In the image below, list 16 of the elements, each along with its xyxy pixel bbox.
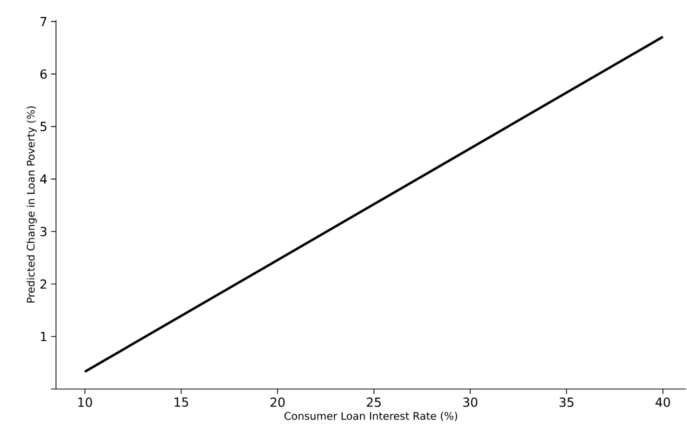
x-tick-label: 20 — [270, 398, 285, 407]
x-axis-title: Consumer Loan Interest Rate (%) — [284, 412, 458, 422]
x-tick-label: 40 — [656, 398, 670, 407]
y-axis-title: Predicted Change in Loan Poverty (%) — [26, 106, 37, 302]
y-tick-label: 4 — [40, 174, 47, 184]
y-tick-label: 5 — [40, 122, 46, 132]
x-tick-label: 15 — [174, 398, 188, 407]
y-tick-label: 2 — [40, 279, 46, 289]
x-tick-label: 30 — [463, 398, 478, 407]
y-tick-label: 7 — [40, 17, 46, 26]
x-tick-label: 35 — [560, 398, 574, 407]
y-tick-label: 1 — [40, 332, 46, 342]
x-tick-label: 10 — [78, 398, 92, 407]
y-tick-label: 3 — [40, 226, 46, 236]
y-tick-label: 6 — [40, 69, 47, 79]
x-tick-label: 25 — [366, 398, 381, 407]
